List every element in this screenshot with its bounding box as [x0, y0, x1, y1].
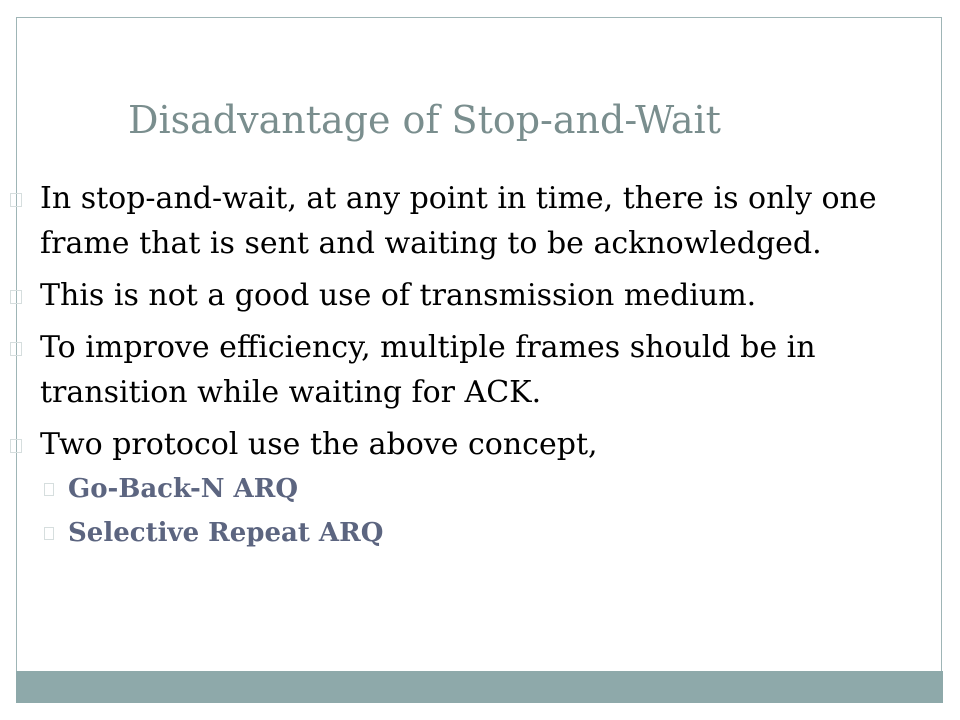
bullet-text: Two protocol use the above concept, [40, 427, 598, 462]
bullet-item: In stop-and-wait, at any point in time, … [10, 176, 890, 266]
sub-bullet-marker-icon [44, 483, 54, 496]
bullet-item: Two protocol use the above concept, [10, 422, 890, 467]
bullet-item: To improve efficiency, multiple frames s… [10, 325, 890, 415]
bullet-list: In stop-and-wait, at any point in time, … [10, 176, 890, 555]
slide-frame [16, 17, 942, 702]
slide-title: Disadvantage of Stop-and-Wait [128, 98, 721, 142]
sub-bullet-item: Go-Back-N ARQ [10, 467, 890, 511]
sub-bullet-text: Selective Repeat ARQ [68, 518, 384, 548]
bullet-marker-icon [10, 342, 22, 356]
bullet-marker-icon [10, 439, 22, 453]
bullet-item: This is not a good use of transmission m… [10, 273, 890, 318]
bullet-marker-icon [10, 193, 22, 207]
sub-bullet-marker-icon [44, 527, 54, 540]
bullet-text: This is not a good use of transmission m… [40, 278, 757, 313]
bullet-text: In stop-and-wait, at any point in time, … [40, 181, 877, 261]
bullet-marker-icon [10, 290, 22, 304]
sub-bullet-item: Selective Repeat ARQ [10, 511, 890, 555]
footer-bar [16, 671, 943, 703]
sub-bullet-text: Go-Back-N ARQ [68, 474, 298, 504]
bullet-text: To improve efficiency, multiple frames s… [40, 330, 816, 410]
